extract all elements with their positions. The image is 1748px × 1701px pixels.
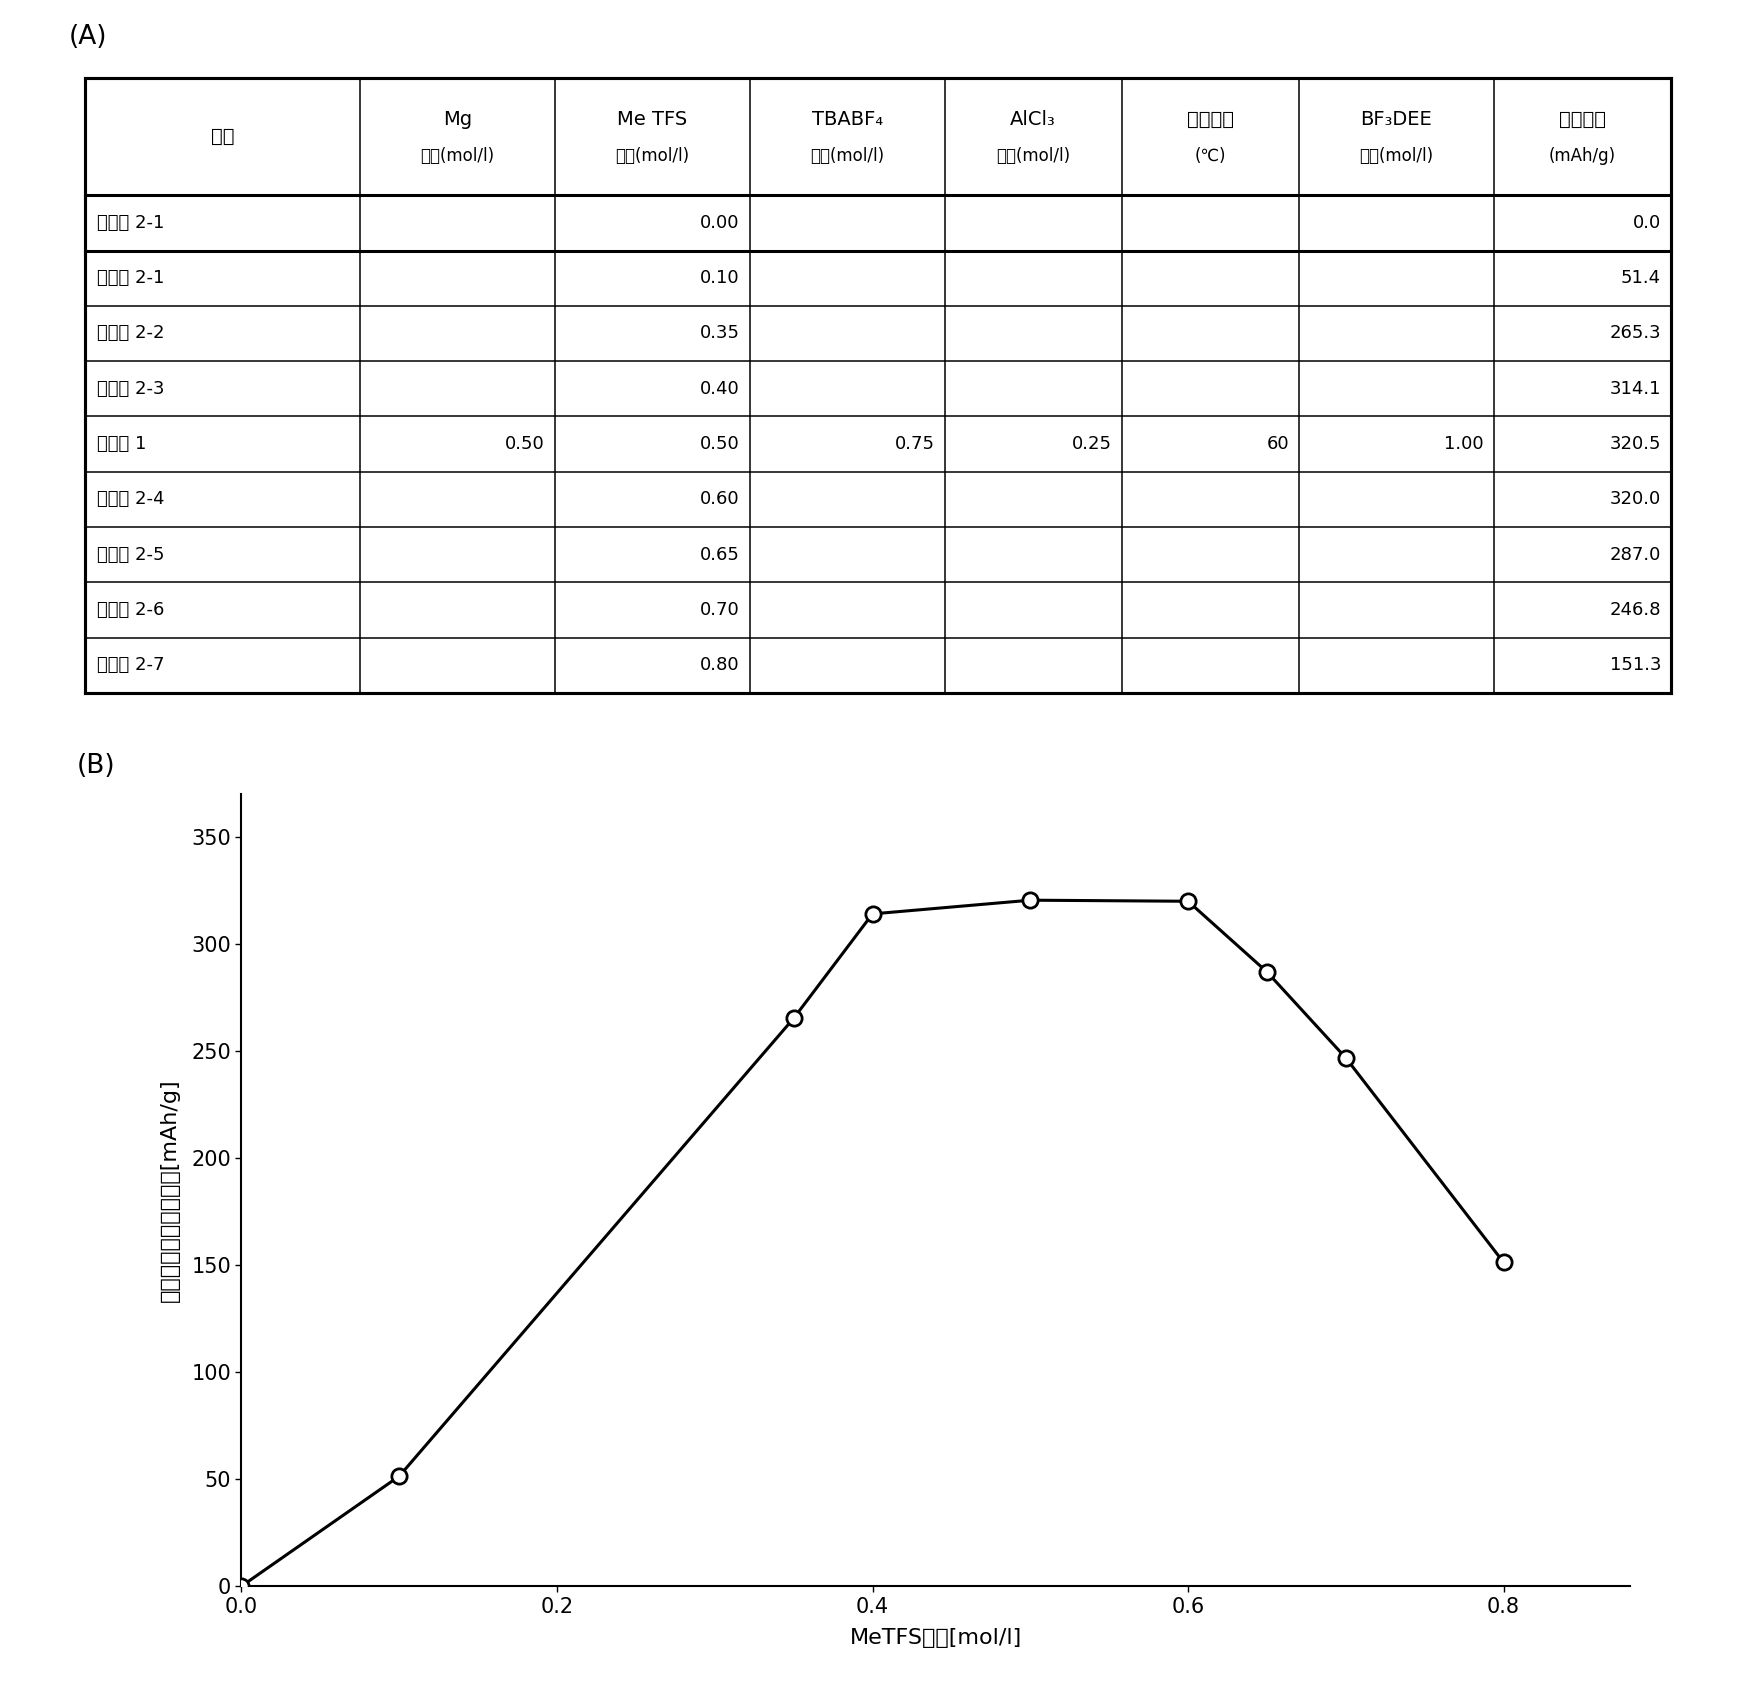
Text: 287.0: 287.0 — [1610, 546, 1661, 563]
Text: 1.00: 1.00 — [1444, 435, 1484, 452]
Text: Me TFS: Me TFS — [617, 111, 687, 129]
Text: 320.0: 320.0 — [1610, 490, 1661, 509]
Text: (B): (B) — [77, 754, 115, 779]
Text: 0.40: 0.40 — [699, 379, 739, 398]
Text: 0.0: 0.0 — [1633, 214, 1661, 231]
Text: 实施例 2-4: 实施例 2-4 — [96, 490, 164, 509]
Text: 0.75: 0.75 — [895, 435, 935, 452]
Text: BF₃DEE: BF₃DEE — [1360, 111, 1432, 129]
Text: 浓度(mol/l): 浓度(mol/l) — [1360, 146, 1433, 165]
Text: 实施例 2-5: 实施例 2-5 — [96, 546, 164, 563]
Text: 电池: 电池 — [212, 128, 234, 146]
Text: 0.50: 0.50 — [699, 435, 739, 452]
Text: 实施例 2-6: 实施例 2-6 — [96, 600, 164, 619]
Text: 0.65: 0.65 — [699, 546, 739, 563]
Text: 浓度(mol/l): 浓度(mol/l) — [420, 146, 495, 165]
Text: 0.70: 0.70 — [699, 600, 739, 619]
Text: 320.5: 320.5 — [1610, 435, 1661, 452]
Text: 0.50: 0.50 — [505, 435, 545, 452]
Text: 实施例 1: 实施例 1 — [96, 435, 147, 452]
Text: 浓度(mol/l): 浓度(mol/l) — [615, 146, 689, 165]
Text: 0.60: 0.60 — [701, 490, 739, 509]
Text: 比较例 2-1: 比较例 2-1 — [96, 214, 164, 231]
Text: 浓度(mol/l): 浓度(mol/l) — [809, 146, 884, 165]
Text: 0.25: 0.25 — [1072, 435, 1112, 452]
Text: 实施例 2-7: 实施例 2-7 — [96, 657, 164, 674]
Text: 加热温度: 加热温度 — [1187, 111, 1234, 129]
Text: TBABF₄: TBABF₄ — [811, 111, 883, 129]
Text: (A): (A) — [68, 24, 107, 49]
Text: 放电容量: 放电容量 — [1559, 111, 1606, 129]
Text: 浓度(mol/l): 浓度(mol/l) — [996, 146, 1070, 165]
Text: 实施例 2-2: 实施例 2-2 — [96, 325, 164, 342]
Text: 60: 60 — [1266, 435, 1288, 452]
Text: 0.80: 0.80 — [701, 657, 739, 674]
Text: (mAh/g): (mAh/g) — [1549, 146, 1615, 165]
Text: 实施例 2-1: 实施例 2-1 — [96, 269, 164, 287]
Text: 0.35: 0.35 — [699, 325, 739, 342]
Text: 0.10: 0.10 — [701, 269, 739, 287]
Text: 51.4: 51.4 — [1620, 269, 1661, 287]
Text: 实施例 2-3: 实施例 2-3 — [96, 379, 164, 398]
Text: Mg: Mg — [442, 111, 472, 129]
Text: 0.00: 0.00 — [701, 214, 739, 231]
Text: 246.8: 246.8 — [1610, 600, 1661, 619]
Text: 314.1: 314.1 — [1610, 379, 1661, 398]
Text: 265.3: 265.3 — [1610, 325, 1661, 342]
Text: 151.3: 151.3 — [1610, 657, 1661, 674]
Text: (℃): (℃) — [1194, 146, 1225, 165]
Text: AlCl₃: AlCl₃ — [1010, 111, 1056, 129]
